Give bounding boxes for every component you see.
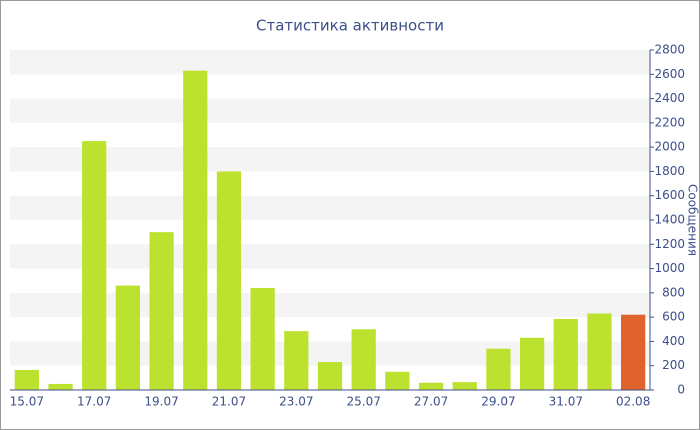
y-tick-label: 1600 [654,188,685,202]
y-tick-label: 2800 [654,43,685,57]
y-tick-label: 800 [662,285,685,299]
y-tick-label: 2600 [654,67,685,81]
y-tick-label: 2000 [654,140,685,154]
bar [587,313,612,390]
bar [418,382,444,390]
x-tick-label: 19.07 [144,395,178,409]
bar [351,329,376,390]
bar [183,70,208,391]
y-axis-title: Сообщения [686,184,700,256]
y-tick-label: 2200 [654,115,685,129]
y-tick-label: 1400 [654,213,685,227]
x-tick-label: 17.07 [77,395,111,409]
x-tick-label: 31.07 [549,395,583,409]
bar [14,369,39,390]
y-tick-label: 200 [662,358,685,372]
x-tick-label: 23.07 [279,395,313,409]
bar [284,331,309,390]
x-tick-label: 27.07 [414,395,448,409]
bar [149,232,174,390]
y-tick-label: 600 [662,310,685,324]
grid-band [10,50,650,75]
bar [317,362,343,390]
grid-band [10,147,650,172]
chart-title: Статистика активности [256,17,444,35]
x-tick-label: 29.07 [481,395,515,409]
bar [385,371,410,390]
bar [216,171,242,390]
y-tick-label: 1200 [654,237,685,251]
x-tick-label: 02.08 [616,395,650,409]
y-tick-label: 400 [662,334,685,348]
bar [519,337,545,390]
y-tick-label: 1000 [654,261,685,275]
bar [250,288,275,390]
bar [621,314,646,390]
x-tick-label: 15.07 [10,395,44,409]
grid-band [10,195,650,220]
y-tick-label: 1800 [654,164,685,178]
bar [48,383,73,390]
y-tick-label: 0 [677,383,685,397]
bar [553,318,578,390]
x-tick-label: 25.07 [347,395,381,409]
y-tick-label: 2400 [654,91,685,105]
bar [486,348,511,390]
x-tick-label: 21.07 [212,395,246,409]
bar [452,382,477,390]
bar [82,141,107,390]
grid-band [10,98,650,123]
grid-band [10,244,650,269]
bar [115,285,141,390]
